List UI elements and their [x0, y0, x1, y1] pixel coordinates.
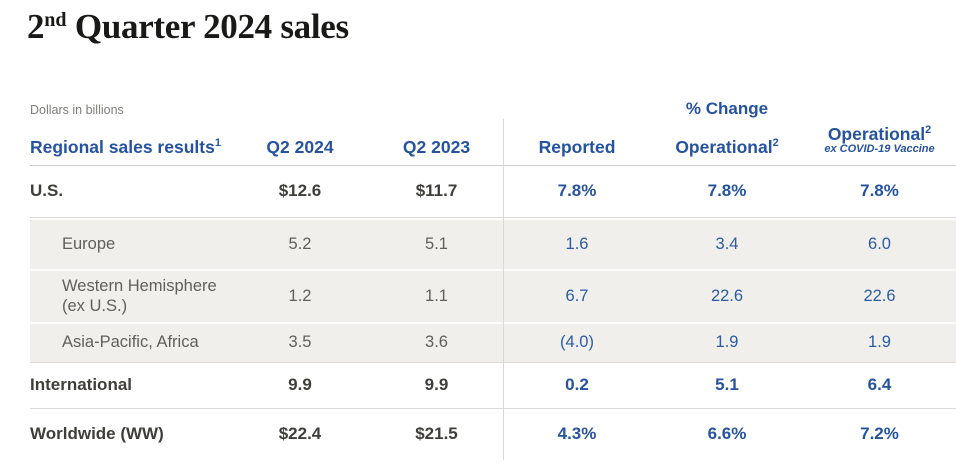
- column-header-reported: Reported: [538, 136, 616, 157]
- operational-value: 6.6%: [707, 424, 747, 444]
- region-label: Western Hemisphere (ex U.S.): [62, 276, 217, 315]
- title-rest: Quarter 2024 sales: [66, 7, 349, 46]
- operational-value: 7.8%: [707, 181, 747, 201]
- reported-value: 1.6: [565, 234, 589, 253]
- regional-sales-table: Dollars in billions % Change Regional sa…: [30, 91, 956, 460]
- region-label: International: [30, 375, 133, 395]
- q2-2024-value: 5.2: [288, 234, 312, 253]
- column-header-region: Regional sales results1: [30, 136, 221, 157]
- reported-value: 7.8%: [557, 181, 597, 201]
- reported-value: (4.0): [560, 333, 594, 352]
- operational-ex-covid-value: 1.9: [868, 333, 891, 352]
- footnote-marker-2: 2: [925, 124, 932, 137]
- footnote-marker-1: 1: [214, 136, 221, 149]
- table-row-europe: Europe 5.2 5.1 1.6 3.4 6.0: [30, 220, 956, 269]
- q2-2024-value: $22.4: [278, 424, 322, 444]
- q2-2023-value: $11.7: [415, 181, 458, 201]
- table-row-western-hemisphere: Western Hemisphere (ex U.S.) 1.2 1.1 6.7…: [30, 269, 956, 322]
- units-note: Dollars in billions: [30, 103, 124, 117]
- operational-ex-covid-value: 7.2%: [860, 424, 899, 444]
- operational-ex-covid-value: 6.4: [867, 375, 892, 395]
- column-group-divider: [503, 119, 504, 460]
- q2-2023-value: 3.6: [425, 333, 448, 352]
- reported-value: 0.2: [565, 375, 589, 395]
- operational-ex-covid-value: 22.6: [863, 286, 896, 305]
- title-ordinal: nd: [44, 9, 67, 31]
- operational-value: 1.9: [715, 333, 739, 352]
- pct-change-group-header: % Change: [685, 99, 769, 118]
- table-row-asia-pacific-africa: Asia-Pacific, Africa 3.5 3.6 (4.0) 1.9 1…: [30, 322, 956, 362]
- ex-covid-sublabel: ex COVID-19 Vaccine: [824, 143, 935, 156]
- title-number: 2: [27, 7, 45, 46]
- operational-value: 22.6: [710, 286, 744, 305]
- region-label: U.S.: [30, 181, 64, 201]
- reported-value: 6.7: [565, 286, 589, 305]
- operational-ex-covid-value: 6.0: [868, 234, 891, 253]
- q2-2024-value: $12.6: [278, 181, 322, 201]
- region-label: Worldwide (WW): [30, 424, 164, 444]
- region-label: Europe: [62, 234, 116, 253]
- q2-2023-value: 9.9: [424, 375, 449, 395]
- operational-value: 3.4: [715, 234, 739, 253]
- column-header-q2-2023: Q2 2023: [402, 136, 471, 157]
- column-header-operational-ex-covid: Operational2 ex COVID-19 Vaccine: [803, 124, 956, 156]
- operational-value: 5.1: [715, 375, 739, 395]
- footnote-marker-2: 2: [772, 136, 779, 149]
- q2-2023-value: $21.5: [415, 424, 458, 444]
- page-title: 2nd Quarter 2024 sales: [0, 0, 956, 47]
- q2-2024-value: 3.5: [288, 333, 312, 352]
- table-row-worldwide: Worldwide (WW) $22.4 $21.5 4.3% 6.6% 7.2…: [30, 408, 956, 460]
- table-row-international: International 9.9 9.9 0.2 5.1 6.4: [30, 362, 956, 408]
- q2-2024-value: 1.2: [288, 286, 312, 305]
- operational-ex-covid-value: 7.8%: [860, 181, 899, 201]
- table-row-us: U.S. $12.6 $11.7 7.8% 7.8% 7.8%: [30, 166, 956, 218]
- table-header: Dollars in billions % Change Regional sa…: [30, 91, 956, 166]
- column-header-q2-2024: Q2 2024: [266, 136, 334, 157]
- q2-2023-value: 1.1: [425, 286, 448, 305]
- q2-2024-value: 9.9: [288, 375, 312, 395]
- reported-value: 4.3%: [557, 424, 597, 444]
- q2-2023-value: 5.1: [425, 234, 448, 253]
- region-label: Asia-Pacific, Africa: [62, 333, 199, 352]
- column-header-operational: Operational2: [675, 136, 779, 157]
